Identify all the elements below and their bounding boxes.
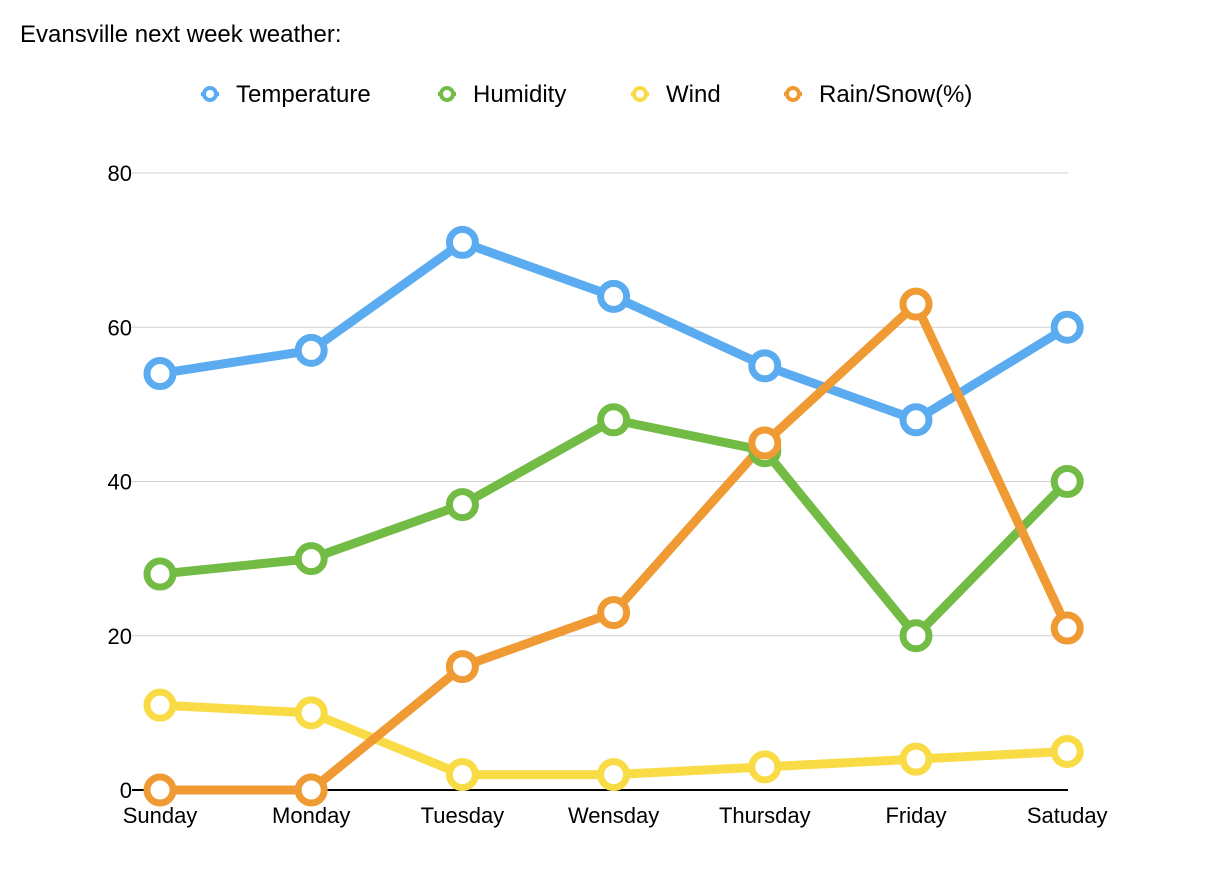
data-point-wind-sunday bbox=[143, 688, 177, 722]
data-point-temperature-friday bbox=[899, 403, 933, 437]
data-point-humidity-tuesday bbox=[445, 488, 479, 522]
y-tick-label: 0 bbox=[120, 778, 132, 803]
legend-swatch-marker bbox=[439, 86, 455, 102]
data-point-rain-snow-tuesday bbox=[445, 650, 479, 684]
x-axis: Sunday Monday Tuesday Wensday Thursday Friday… bbox=[123, 803, 1108, 828]
chart-legend: Temperature Humidity Wind Rain/Snow(%) bbox=[201, 81, 972, 108]
data-point-humidity-monday bbox=[294, 542, 328, 576]
y-tick-label: 40 bbox=[108, 470, 132, 495]
y-axis: 0 20 40 60 80 bbox=[108, 161, 132, 803]
data-point-rain-snow-thursday bbox=[748, 426, 782, 460]
legend-label: Humidity bbox=[473, 81, 566, 108]
legend-item-rain-snow: Rain/Snow(%) bbox=[784, 81, 972, 108]
data-point-humidity-satuday bbox=[1050, 465, 1084, 498]
data-point-wind-monday bbox=[294, 696, 328, 730]
y-tick-label: 60 bbox=[108, 315, 132, 340]
data-point-wind-thursday bbox=[748, 750, 782, 784]
legend-swatch-marker bbox=[202, 86, 218, 102]
data-point-wind-tuesday bbox=[445, 758, 479, 792]
x-tick-label-thursday: Thursday bbox=[719, 803, 811, 828]
data-point-rain-snow-sunday bbox=[143, 773, 177, 807]
legend-label: Rain/Snow(%) bbox=[819, 81, 972, 108]
data-point-rain-snow-satuday bbox=[1050, 611, 1084, 645]
data-point-wind-satuday bbox=[1050, 734, 1084, 768]
x-tick-label-satuday: Satuday bbox=[1027, 803, 1108, 828]
y-tick-label: 20 bbox=[108, 624, 132, 649]
legend-item-temperature: Temperature bbox=[201, 81, 371, 108]
data-point-rain-snow-wensday bbox=[597, 596, 631, 630]
data-point-rain-snow-friday bbox=[899, 287, 933, 321]
series-points bbox=[143, 225, 1084, 807]
data-point-temperature-thursday bbox=[748, 349, 782, 383]
data-point-temperature-satuday bbox=[1050, 310, 1084, 344]
data-point-wind-wensday bbox=[597, 758, 631, 792]
x-tick-label-monday: Monday bbox=[272, 803, 350, 828]
data-point-rain-snow-monday bbox=[294, 773, 328, 807]
legend-label: Temperature bbox=[236, 81, 371, 108]
legend-item-humidity: Humidity bbox=[438, 81, 566, 108]
data-point-temperature-wensday bbox=[597, 279, 631, 313]
legend-swatch-marker bbox=[785, 86, 801, 102]
data-point-temperature-monday bbox=[294, 333, 328, 367]
y-tick-label: 80 bbox=[108, 161, 132, 186]
data-point-humidity-friday bbox=[899, 619, 933, 653]
data-point-temperature-tuesday bbox=[445, 225, 479, 259]
x-tick-label-friday: Friday bbox=[885, 803, 946, 828]
data-point-humidity-wensday bbox=[597, 403, 631, 437]
data-point-temperature-sunday bbox=[143, 357, 177, 391]
x-tick-label-tuesday: Tuesday bbox=[421, 803, 505, 828]
x-tick-label-wensday: Wensday bbox=[568, 803, 659, 828]
legend-swatch-marker bbox=[632, 86, 648, 102]
x-tick-label-sunday: Sunday bbox=[123, 803, 198, 828]
chart-title: Evansville next week weather: bbox=[20, 21, 342, 48]
data-point-humidity-sunday bbox=[143, 557, 177, 591]
grid-lines bbox=[132, 172, 1068, 791]
data-point-wind-friday bbox=[899, 742, 933, 776]
legend-item-wind: Wind bbox=[631, 81, 721, 108]
legend-label: Wind bbox=[666, 81, 721, 108]
